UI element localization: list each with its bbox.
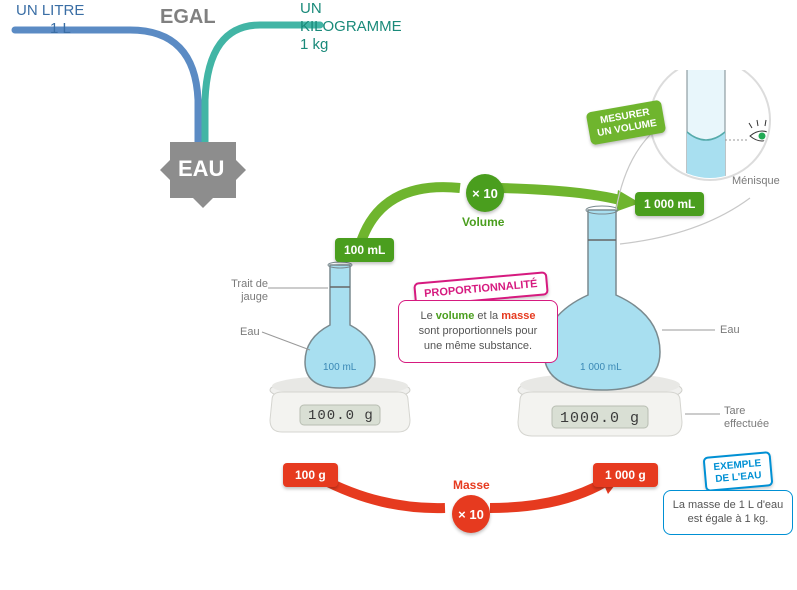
- proportion-box: Le volume et la masse sont proportionnel…: [398, 300, 558, 363]
- egal-label: EGAL: [160, 6, 216, 29]
- volume-label: Volume: [462, 215, 504, 229]
- kg-label-3: 1 kg: [300, 36, 328, 53]
- tare-label: Tareeffectuée: [724, 405, 769, 431]
- kg-label-1: UN: [300, 0, 322, 17]
- menisque-label: Ménisque: [732, 175, 780, 187]
- scale-right-readout: 1000.0 g: [560, 410, 640, 427]
- chip-mass-x10: × 10: [452, 495, 490, 533]
- example-box: La masse de 1 L d'eauest égale à 1 kg.: [663, 490, 793, 535]
- chip-vol-100: 100 mL: [335, 238, 394, 262]
- chip-exemple: EXEMPLEDE L'EAU: [703, 451, 774, 492]
- chip-mass-100: 100 g: [283, 463, 338, 487]
- meniscus-callout: [616, 70, 774, 244]
- trait-label: Trait dejauge: [218, 278, 268, 304]
- kg-label-2: KILOGRAMME: [300, 18, 402, 35]
- litre-label-2: 1 L: [50, 20, 71, 37]
- chip-mass-1000: 1 000 g: [593, 463, 658, 487]
- chip-vol-1000: 1 000 mL: [635, 192, 704, 216]
- chip-vol-x10: × 10: [466, 174, 504, 212]
- eau-left-label: Eau: [240, 326, 260, 338]
- flask1000-label: 1 000 mL: [580, 362, 622, 373]
- litre-label-1: UN LITRE: [16, 2, 84, 19]
- masse-label: Masse: [453, 478, 490, 492]
- flask100-label: 100 mL: [323, 362, 356, 373]
- scale-left-readout: 100.0 g: [308, 408, 374, 424]
- eau-right-label: Eau: [720, 324, 740, 336]
